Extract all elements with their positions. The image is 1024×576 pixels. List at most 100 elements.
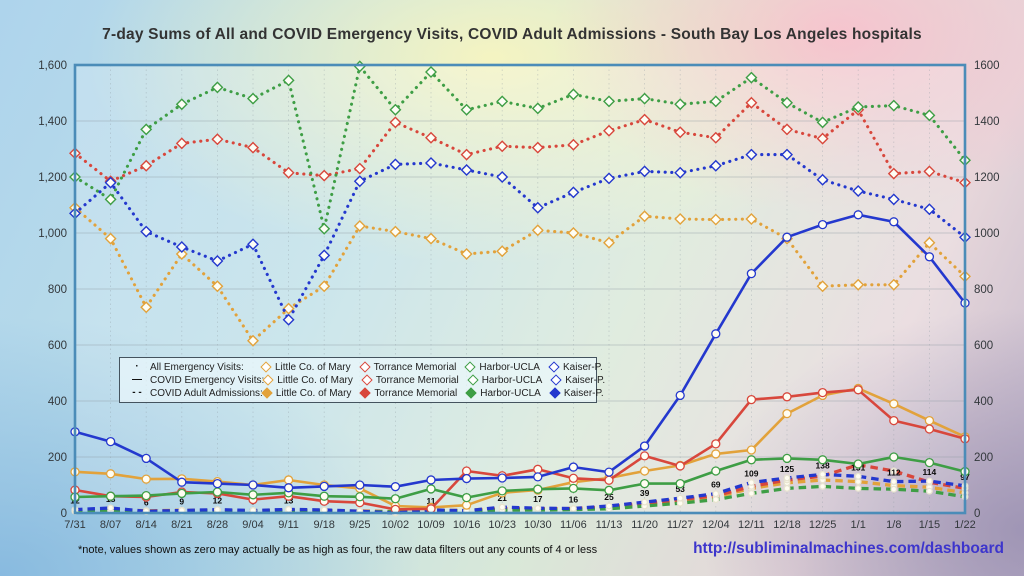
legend-hospital-name: Kaiser-P. <box>563 387 604 399</box>
diamond-marker-icon <box>549 387 561 399</box>
marker-circle <box>426 484 436 494</box>
marker-diamond <box>567 186 580 199</box>
marker-diamond <box>638 92 651 105</box>
dashboard-link[interactable]: http://subliminalmachines.com/dashboard <box>693 540 1004 557</box>
series-line <box>74 387 966 509</box>
marker-diamond <box>709 95 722 108</box>
y-axis-label-right: 600 <box>974 340 993 352</box>
marker-diamond <box>389 158 402 171</box>
marker-diamond <box>567 88 580 101</box>
marker-circle <box>675 461 685 471</box>
marker-circle <box>497 486 507 496</box>
marker-diamond <box>389 225 402 238</box>
x-axis-label: 8/28 <box>207 519 228 531</box>
marker-diamond <box>709 213 722 226</box>
point-label: 21 <box>497 493 507 503</box>
marker-diamond <box>816 173 829 186</box>
marker-diamond <box>816 132 829 145</box>
legend-entry-kaiser-p: Kaiser-P. <box>550 374 615 386</box>
marker-diamond <box>852 185 865 197</box>
marker-diamond <box>674 98 687 111</box>
y-axis-label-left: 1,200 <box>38 172 67 184</box>
diamond-marker-icon <box>359 387 372 399</box>
legend-row-label: COVID Emergency Visits: <box>150 374 265 386</box>
diamond-marker-icon <box>548 361 560 373</box>
diamond-marker-icon <box>550 374 562 386</box>
diamond-marker-icon <box>261 387 273 399</box>
y-axis-label-left: 1,000 <box>38 228 67 240</box>
marker-circle <box>177 488 187 499</box>
diamond-marker-icon <box>260 361 272 373</box>
y-axis-label-right: 1400 <box>974 116 1000 128</box>
marker-circle <box>890 467 898 475</box>
marker-circle <box>639 441 650 451</box>
y-axis-label-right: 1200 <box>974 172 1000 184</box>
marker-diamond <box>211 81 224 94</box>
legend-hospital-name: Harbor-UCLA <box>481 374 543 386</box>
marker-diamond <box>425 66 437 78</box>
marker-diamond <box>282 166 295 179</box>
marker-diamond <box>247 92 259 105</box>
x-axis-label: 9/11 <box>278 519 299 531</box>
marker-diamond <box>282 302 295 315</box>
marker-circle <box>604 467 614 477</box>
marker-diamond <box>104 193 117 206</box>
marker-circle <box>107 504 115 512</box>
marker-diamond <box>638 165 651 178</box>
marker-diamond <box>887 167 900 180</box>
x-axis-label: 8/14 <box>135 519 156 531</box>
x-axis-label: 12/11 <box>738 519 765 531</box>
x-axis-label: 9/04 <box>242 519 263 531</box>
marker-diamond <box>211 280 224 293</box>
series-all-emergency-visits-kaiser-p <box>69 148 971 326</box>
marker-circle <box>676 494 684 502</box>
marker-circle <box>283 483 294 493</box>
marker-diamond <box>745 148 758 161</box>
diamond-marker-icon <box>262 374 274 386</box>
marker-diamond <box>496 245 509 258</box>
marker-diamond <box>460 164 473 176</box>
x-axis-label: 11/20 <box>631 519 658 531</box>
x-axis-label: 8/21 <box>171 519 192 531</box>
marker-circle <box>889 217 899 227</box>
x-axis-label: 10/09 <box>417 519 445 531</box>
series-line <box>74 455 966 500</box>
legend-line-style-dashed-icon: - - <box>132 387 142 398</box>
x-axis-label: 11/27 <box>667 519 694 531</box>
x-axis-label: 10/23 <box>488 519 516 531</box>
marker-circle <box>461 500 472 510</box>
y-axis-label-right: 1600 <box>974 60 1000 72</box>
x-axis-label: 10/02 <box>382 519 410 531</box>
legend-hospital-name: Little Co. of Mary <box>275 387 352 399</box>
point-label: 25 <box>604 492 614 502</box>
marker-circle <box>782 408 792 419</box>
y-axis-label-right: 800 <box>974 284 993 296</box>
marker-circle <box>605 502 613 510</box>
footnote: *note, values shown as zero may actually… <box>78 544 598 556</box>
marker-circle <box>711 449 721 459</box>
legend-entry-harbor-ucla: Harbor-UCLA <box>467 374 553 386</box>
marker-diamond <box>104 176 117 189</box>
marker-circle <box>712 496 720 504</box>
marker-circle <box>925 487 933 495</box>
marker-circle <box>568 483 579 494</box>
legend-entry-kaiser-p: Kaiser-P. <box>548 361 613 373</box>
y-axis-label-right: 1000 <box>974 228 1000 240</box>
marker-circle <box>747 479 755 486</box>
x-axis-label: 9/25 <box>349 519 370 531</box>
marker-diamond <box>603 124 615 137</box>
marker-circle <box>853 210 863 220</box>
marker-circle <box>817 387 828 398</box>
marker-diamond <box>247 238 259 251</box>
marker-diamond <box>425 157 437 169</box>
marker-circle <box>711 439 721 449</box>
point-label: 125 <box>780 464 794 474</box>
marker-diamond <box>531 201 544 214</box>
series-all-emergency-visits-harbor-ucla <box>69 60 971 235</box>
marker-circle <box>533 472 543 482</box>
series-covid-emergency-visits-harbor-ucla <box>70 452 970 504</box>
marker-diamond <box>852 101 865 113</box>
marker-circle <box>390 494 401 504</box>
marker-diamond <box>318 169 331 182</box>
legend-row-covid-adult-admissions: - - COVID Adult Admissions: Little Co. of … <box>124 387 604 399</box>
